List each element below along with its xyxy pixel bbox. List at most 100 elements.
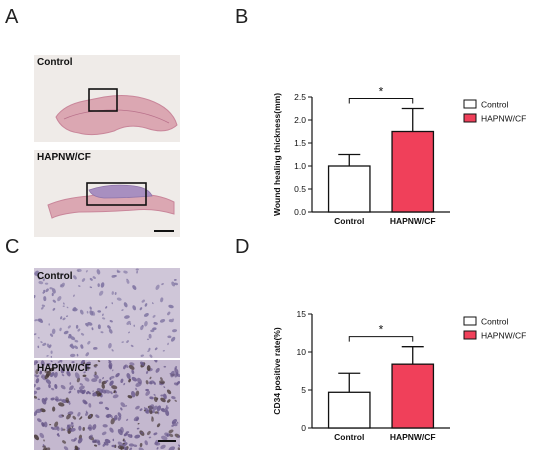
cell-nucleus [50,387,55,391]
cell-nucleus [62,317,66,321]
cell-nucleus [37,398,40,401]
cell-nucleus [149,381,152,385]
chart-d: CD34 positive rate(%) 0 5 10 15 Control HAPNW/… [272,309,526,442]
cell-nucleus [56,433,60,436]
cell-nucleus [167,311,171,316]
he-control-label: Control [37,57,73,68]
cell-nucleus [131,376,138,382]
cell-nucleus [129,362,135,366]
cell-nucleus [171,281,176,287]
cell-nucleus [70,423,74,428]
y-axis-label: CD34 positive rate(%) [272,327,282,415]
cell-nucleus [34,360,38,366]
cell-nucleus [35,369,39,375]
y-tick-label: 5 [301,385,306,395]
cell-nucleus [161,283,164,286]
cell-nucleus [153,396,158,403]
cell-nucleus [95,390,102,396]
ihc-hapnw-label: HAPNW/CF [37,363,91,374]
cell-nucleus [79,309,84,315]
cell-nucleus [80,344,84,349]
cell-nucleus [130,434,133,437]
cell-nucleus [68,402,71,405]
cell-nucleus [39,432,45,439]
cell-nucleus [42,342,47,346]
cell-nucleus [77,389,80,394]
cell-nucleus [114,292,117,296]
cell-nucleus [44,282,49,285]
cell-nucleus [89,286,93,289]
cell-nucleus [135,417,140,422]
cell-nucleus [34,270,39,275]
x-tick-label: HAPNW/CF [390,432,436,442]
cell-nucleus [114,274,117,277]
cell-nucleus [66,306,69,309]
cell-nucleus [100,331,104,334]
cell-nucleus [67,424,70,428]
cell-nucleus [154,347,158,351]
cell-nucleus [78,425,82,431]
cell-nucleus [152,327,157,331]
bar [327,165,371,213]
cell-nucleus [94,444,98,447]
y-tick-label: 15 [297,309,307,319]
cell-nucleus [123,270,128,274]
cell-nucleus [50,350,53,354]
cell-nucleus [169,373,172,375]
cell-nucleus [91,439,97,443]
cell-nucleus [144,303,148,307]
cell-nucleus [86,310,89,314]
cell-nucleus [144,320,148,327]
cell-nucleus [101,431,107,436]
cell-nucleus [127,395,133,399]
cell-nucleus [74,339,79,343]
cell-nucleus [69,382,72,385]
cell-nucleus [52,299,56,303]
cell-nucleus [172,329,178,333]
cell-nucleus [168,429,174,434]
cell-nucleus [178,444,180,447]
cell-nucleus [58,402,65,407]
cell-nucleus [155,284,160,290]
cell-nucleus [82,427,85,431]
cell-nucleus [46,363,51,366]
cell-nucleus [136,270,139,274]
cell-nucleus [162,350,165,352]
cell-nucleus [109,427,114,433]
cell-nucleus [174,365,178,370]
cell-nucleus [91,378,98,383]
cell-nucleus [102,424,108,428]
cell-nucleus [65,315,69,317]
cell-nucleus [102,317,106,320]
cell-nucleus [133,324,135,327]
cell-nucleus [70,336,76,341]
cell-nucleus [171,424,175,427]
cell-nucleus [148,333,152,339]
cell-nucleus [135,268,139,271]
cell-nucleus [92,424,97,430]
cell-nucleus [59,327,62,332]
cell-nucleus [43,289,46,294]
cell-nucleus [42,443,45,447]
cell-nucleus [156,405,162,412]
cell-nucleus [167,342,169,346]
cell-nucleus [80,416,83,419]
cell-nucleus [37,276,41,280]
cell-nucleus [134,434,141,439]
y-tick-label: 0.5 [294,184,306,194]
cell-nucleus [117,441,123,446]
cell-nucleus [135,390,140,397]
cell-nucleus [78,285,81,287]
cell-nucleus [147,430,151,436]
cell-nucleus [80,332,85,336]
legend-swatch [463,316,477,326]
cell-nucleus [65,397,70,403]
cell-nucleus [60,427,64,432]
cell-nucleus [66,429,69,431]
y-tick-label: 1.0 [294,161,306,171]
cell-nucleus [69,353,76,358]
cell-nucleus [46,343,50,348]
cell-nucleus [160,377,163,381]
cell-nucleus [133,444,138,447]
cell-nucleus [61,414,65,417]
